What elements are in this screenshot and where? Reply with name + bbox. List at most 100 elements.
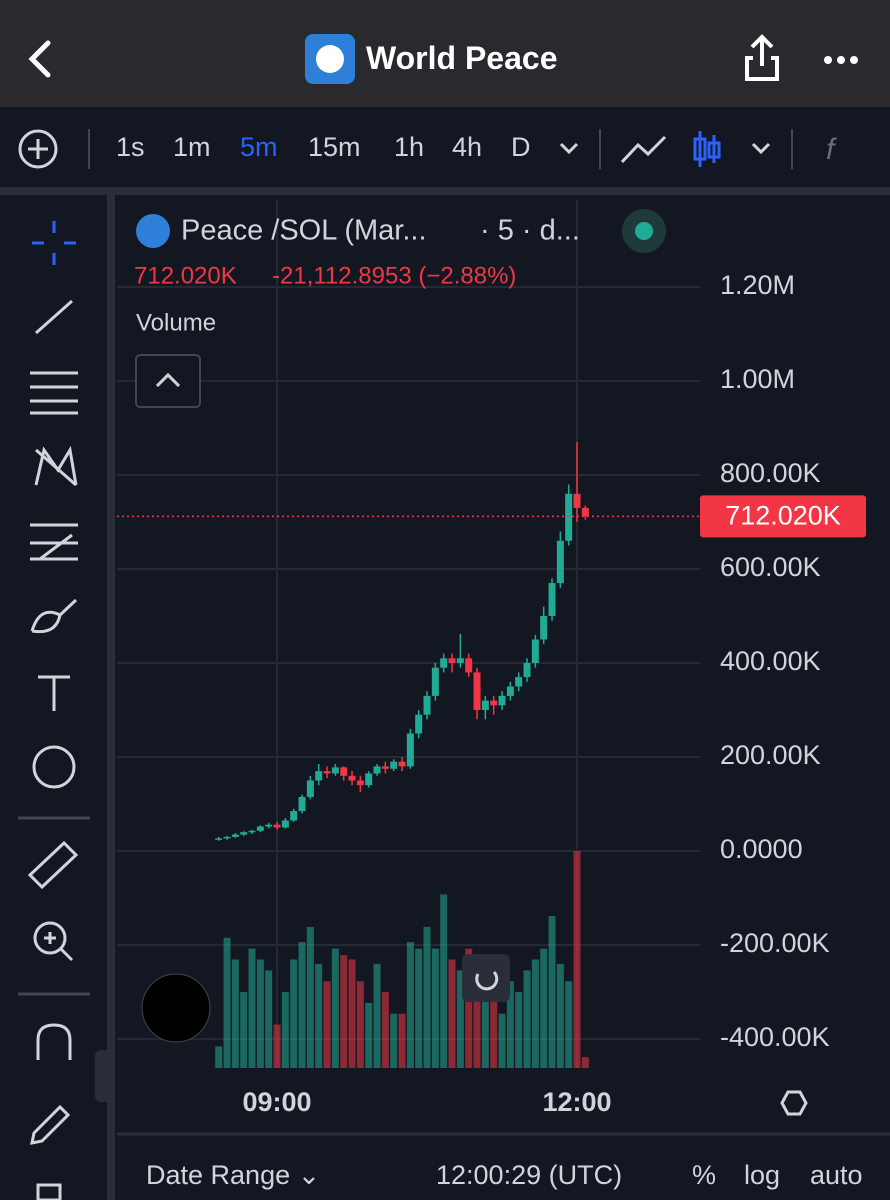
symbol-subtitle: · 5 · d... [480,215,580,247]
collapse-volume[interactable] [135,354,201,408]
volume-bar [306,926,314,1068]
brush-tool[interactable] [30,598,78,634]
volume-bar [340,955,348,1068]
interval-button[interactable]: 1m [173,132,211,162]
pattern-tool[interactable] [34,445,78,487]
interval-button[interactable]: D [511,132,531,162]
volume-bar [273,1024,281,1068]
candle-body [531,639,539,663]
interval-button[interactable]: 5m [240,132,278,162]
candle-body [415,714,423,734]
formula-button[interactable]: f [826,133,837,166]
volume-bar [556,963,564,1068]
candle-body [381,766,389,769]
zoom-plus [44,932,74,962]
page-title: World Peace [366,40,558,76]
projection-tool[interactable] [30,523,78,561]
volume-bar [573,851,581,1068]
fib-tool[interactable] [30,371,78,415]
more-button[interactable] [824,56,858,64]
volume-bar [265,970,273,1068]
y-tick-label: 400.00K [720,646,821,676]
y-tick-label: 200.00K [720,740,821,770]
volume-bar [515,992,523,1068]
candle-body [306,780,314,797]
price-change: -21,112.8953 (−2.88%) [272,262,516,289]
candle-body [565,493,573,541]
log-toggle[interactable]: log [744,1160,781,1190]
trend-line-tool[interactable] [35,299,73,335]
candle-body [548,583,556,616]
interval-button[interactable]: 4h [452,132,483,162]
unlock-tool[interactable] [36,1183,62,1200]
candle-body [323,771,331,774]
collapse-handle[interactable] [95,1050,113,1102]
x-tick-label: 09:00 [242,1087,311,1117]
candle-body [281,820,289,828]
line-chart-button[interactable] [620,135,667,164]
candle-body [298,796,306,812]
interval-button[interactable]: 1h [394,132,425,162]
candle-chart-button[interactable] [693,131,721,167]
interval-button[interactable]: 1s [116,132,145,162]
tv-logo[interactable] [141,973,211,1043]
volume-bar [581,1057,589,1068]
candle-body [498,695,506,706]
candle-body [523,662,531,678]
candle-body [573,493,581,508]
date-range[interactable]: Date Range ⌄ [146,1160,321,1190]
candle-body [431,667,439,696]
candle-body [265,824,273,827]
y-tick-label: 0.0000 [720,834,803,864]
candle-body [373,766,381,774]
interval-dropdown[interactable] [559,142,579,155]
lock-draw-tool[interactable] [30,1104,71,1145]
candle-body [348,775,356,781]
volume-bar [215,1046,223,1068]
emoji-tool[interactable] [32,745,76,789]
zoom-tool[interactable] [33,921,67,955]
text-tool[interactable] [38,675,70,711]
candle-body [481,700,489,710]
volume-bar [565,981,573,1068]
add-indicator[interactable] [18,129,58,169]
settings-button[interactable] [780,1090,808,1116]
reset-button[interactable] [462,954,510,1002]
volume-bar [548,916,556,1068]
volume-bar [231,959,239,1068]
volume-bar [390,1013,398,1068]
y-tick-label: -200.00K [720,928,830,958]
candle-body [223,836,231,839]
candle-body [556,540,564,584]
candle-body [331,767,339,774]
volume-bar [506,981,514,1068]
volume-bar [281,992,289,1068]
volume-bar [398,1013,406,1068]
volume-bar [440,894,448,1068]
y-tick-label: 1.00M [720,364,795,394]
volume-bar [331,948,339,1068]
candle-body [398,761,406,767]
back-button[interactable] [28,40,51,78]
volume-bar [381,992,389,1068]
volume-bar [465,948,473,1068]
interval-button[interactable]: 15m [308,132,361,162]
volume-bar [531,959,539,1068]
market-status-dot [635,222,653,240]
percent-toggle[interactable]: % [692,1160,717,1190]
volume-bar [373,963,381,1068]
volume-bar [456,970,464,1068]
crosshair-tool[interactable] [32,221,76,265]
candle-body [390,761,398,769]
candle-body [290,811,298,821]
ruler-tool[interactable] [27,840,79,890]
magnet-tool[interactable] [36,1023,72,1060]
volume-bar [431,948,439,1068]
share-button[interactable] [745,34,779,81]
candle-body [256,826,264,831]
candle-body [473,672,481,710]
date-range-text[interactable]: Date Range [146,1160,291,1190]
chart-type-dropdown[interactable] [751,142,771,155]
auto-toggle[interactable]: auto [810,1160,863,1190]
